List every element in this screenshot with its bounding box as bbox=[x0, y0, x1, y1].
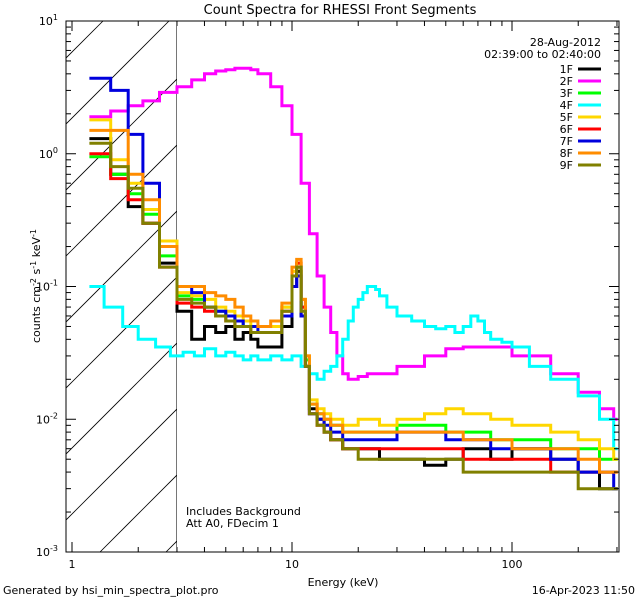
chart-title: Count Spectra for RHESSI Front Segments bbox=[204, 3, 477, 18]
axes: 1 10 100 10-3 10-2 10-1 100 101 bbox=[36, 13, 619, 571]
series-5F bbox=[89, 118, 618, 461]
series-4F bbox=[89, 285, 618, 451]
time-range-text: 02:39:00 to 02:40:00 bbox=[484, 48, 601, 61]
y-axis-label-kev: keV bbox=[30, 237, 43, 261]
series-8F bbox=[89, 128, 618, 474]
legend-label-9F: 9F bbox=[560, 159, 573, 172]
annotation-background: Includes Background bbox=[186, 505, 301, 518]
series-9F bbox=[89, 141, 618, 491]
footer-generated-by: Generated by hsi_min_spectra_plot.pro bbox=[3, 584, 219, 597]
date-label: 28-Aug-2012 bbox=[530, 36, 601, 49]
series-2F bbox=[89, 66, 618, 421]
y-axis-label: counts cm-2 s-1 keV-1 bbox=[29, 229, 43, 343]
hatch-line bbox=[66, 276, 177, 389]
legend-label-6F: 6F bbox=[560, 123, 573, 136]
hatch-line bbox=[66, 21, 170, 125]
y-axis-label-s: s bbox=[30, 268, 43, 277]
x-tick-label: 100 bbox=[502, 558, 523, 571]
y-tick-label: 10-2 bbox=[36, 411, 58, 426]
legend-label-7F: 7F bbox=[560, 135, 573, 148]
legend-label-3F: 3F bbox=[560, 87, 573, 100]
legend-label-4F: 4F bbox=[560, 99, 573, 112]
footer-timestamp: 16-Apr-2023 11:50 bbox=[531, 584, 635, 597]
series-layer bbox=[89, 66, 618, 491]
x-tick-label: 1 bbox=[69, 558, 76, 571]
x-tick-label: 10 bbox=[285, 558, 299, 571]
legend-label-8F: 8F bbox=[560, 147, 573, 160]
time-range-label: 02:39:00 to 02:40:00 bbox=[484, 48, 601, 61]
x-axis-label: Energy (keV) bbox=[308, 576, 379, 589]
series-7F bbox=[89, 76, 618, 491]
annotation-attenuator: Att A0, FDecim 1 bbox=[186, 517, 279, 530]
y-axis-label-base: counts cm bbox=[30, 286, 43, 343]
legend-label-5F: 5F bbox=[560, 111, 573, 124]
y-axis-label-exp-2: -1 bbox=[29, 261, 38, 269]
y-tick-label: 10-1 bbox=[36, 279, 58, 294]
y-axis-label-exp-3: -1 bbox=[29, 229, 38, 237]
y-tick-label: 10-3 bbox=[36, 544, 58, 559]
hatch-line bbox=[66, 78, 177, 191]
y-tick-label: 100 bbox=[39, 146, 58, 161]
legend-label-1F: 1F bbox=[560, 63, 573, 76]
hatch-line bbox=[66, 408, 177, 521]
y-tick-label: 101 bbox=[39, 13, 58, 28]
legend-label-2F: 2F bbox=[560, 75, 573, 88]
date-text: 28-Aug-2012 bbox=[530, 36, 601, 49]
y-axis-label-exp-1: -2 bbox=[29, 278, 38, 286]
